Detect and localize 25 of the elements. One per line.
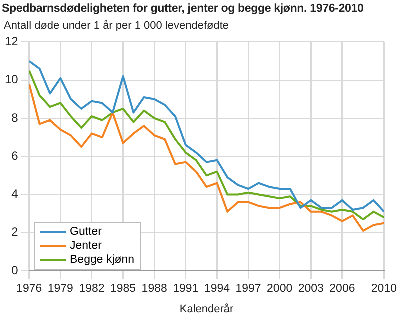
y-tick-label: 10 (4, 72, 19, 87)
x-tick-label: 1991 (173, 283, 199, 296)
legend-label: Gutter (70, 226, 102, 238)
y-tick-label: 8 (12, 110, 19, 125)
y-tick-label: 12 (4, 34, 19, 49)
x-tick-label: 1994 (204, 283, 231, 296)
x-tick-label: 2010 (371, 283, 398, 296)
x-axis-title: Kalenderår (180, 303, 234, 316)
y-tick-label: 4 (12, 187, 19, 202)
y-tick-label: 6 (12, 148, 19, 163)
x-tick-label: 1982 (79, 283, 105, 296)
x-tick-label: 1997 (236, 283, 262, 296)
x-tick-label: 2003 (298, 283, 324, 296)
chart-title: Spedbarnsdødeligheten for gutter, jenter og begge kjønn. 1976-2010 (2, 2, 364, 15)
x-tick-label: 1979 (48, 283, 74, 296)
x-tick-label: 1985 (110, 283, 136, 296)
legend-label: Begge kjønn (70, 254, 135, 266)
x-tick-label: 2006 (330, 283, 356, 296)
x-tick-label: 2000 (267, 283, 293, 296)
y-tick-label: 2 (12, 225, 19, 240)
y-tick-label: 0 (12, 263, 19, 278)
x-tick-label: 1988 (142, 283, 168, 296)
legend-label: Jenter (70, 240, 102, 252)
y-axis-title: Antall døde under 1 år per 1 000 levendefødte (4, 20, 230, 32)
x-tick-label: 1976 (16, 283, 42, 296)
